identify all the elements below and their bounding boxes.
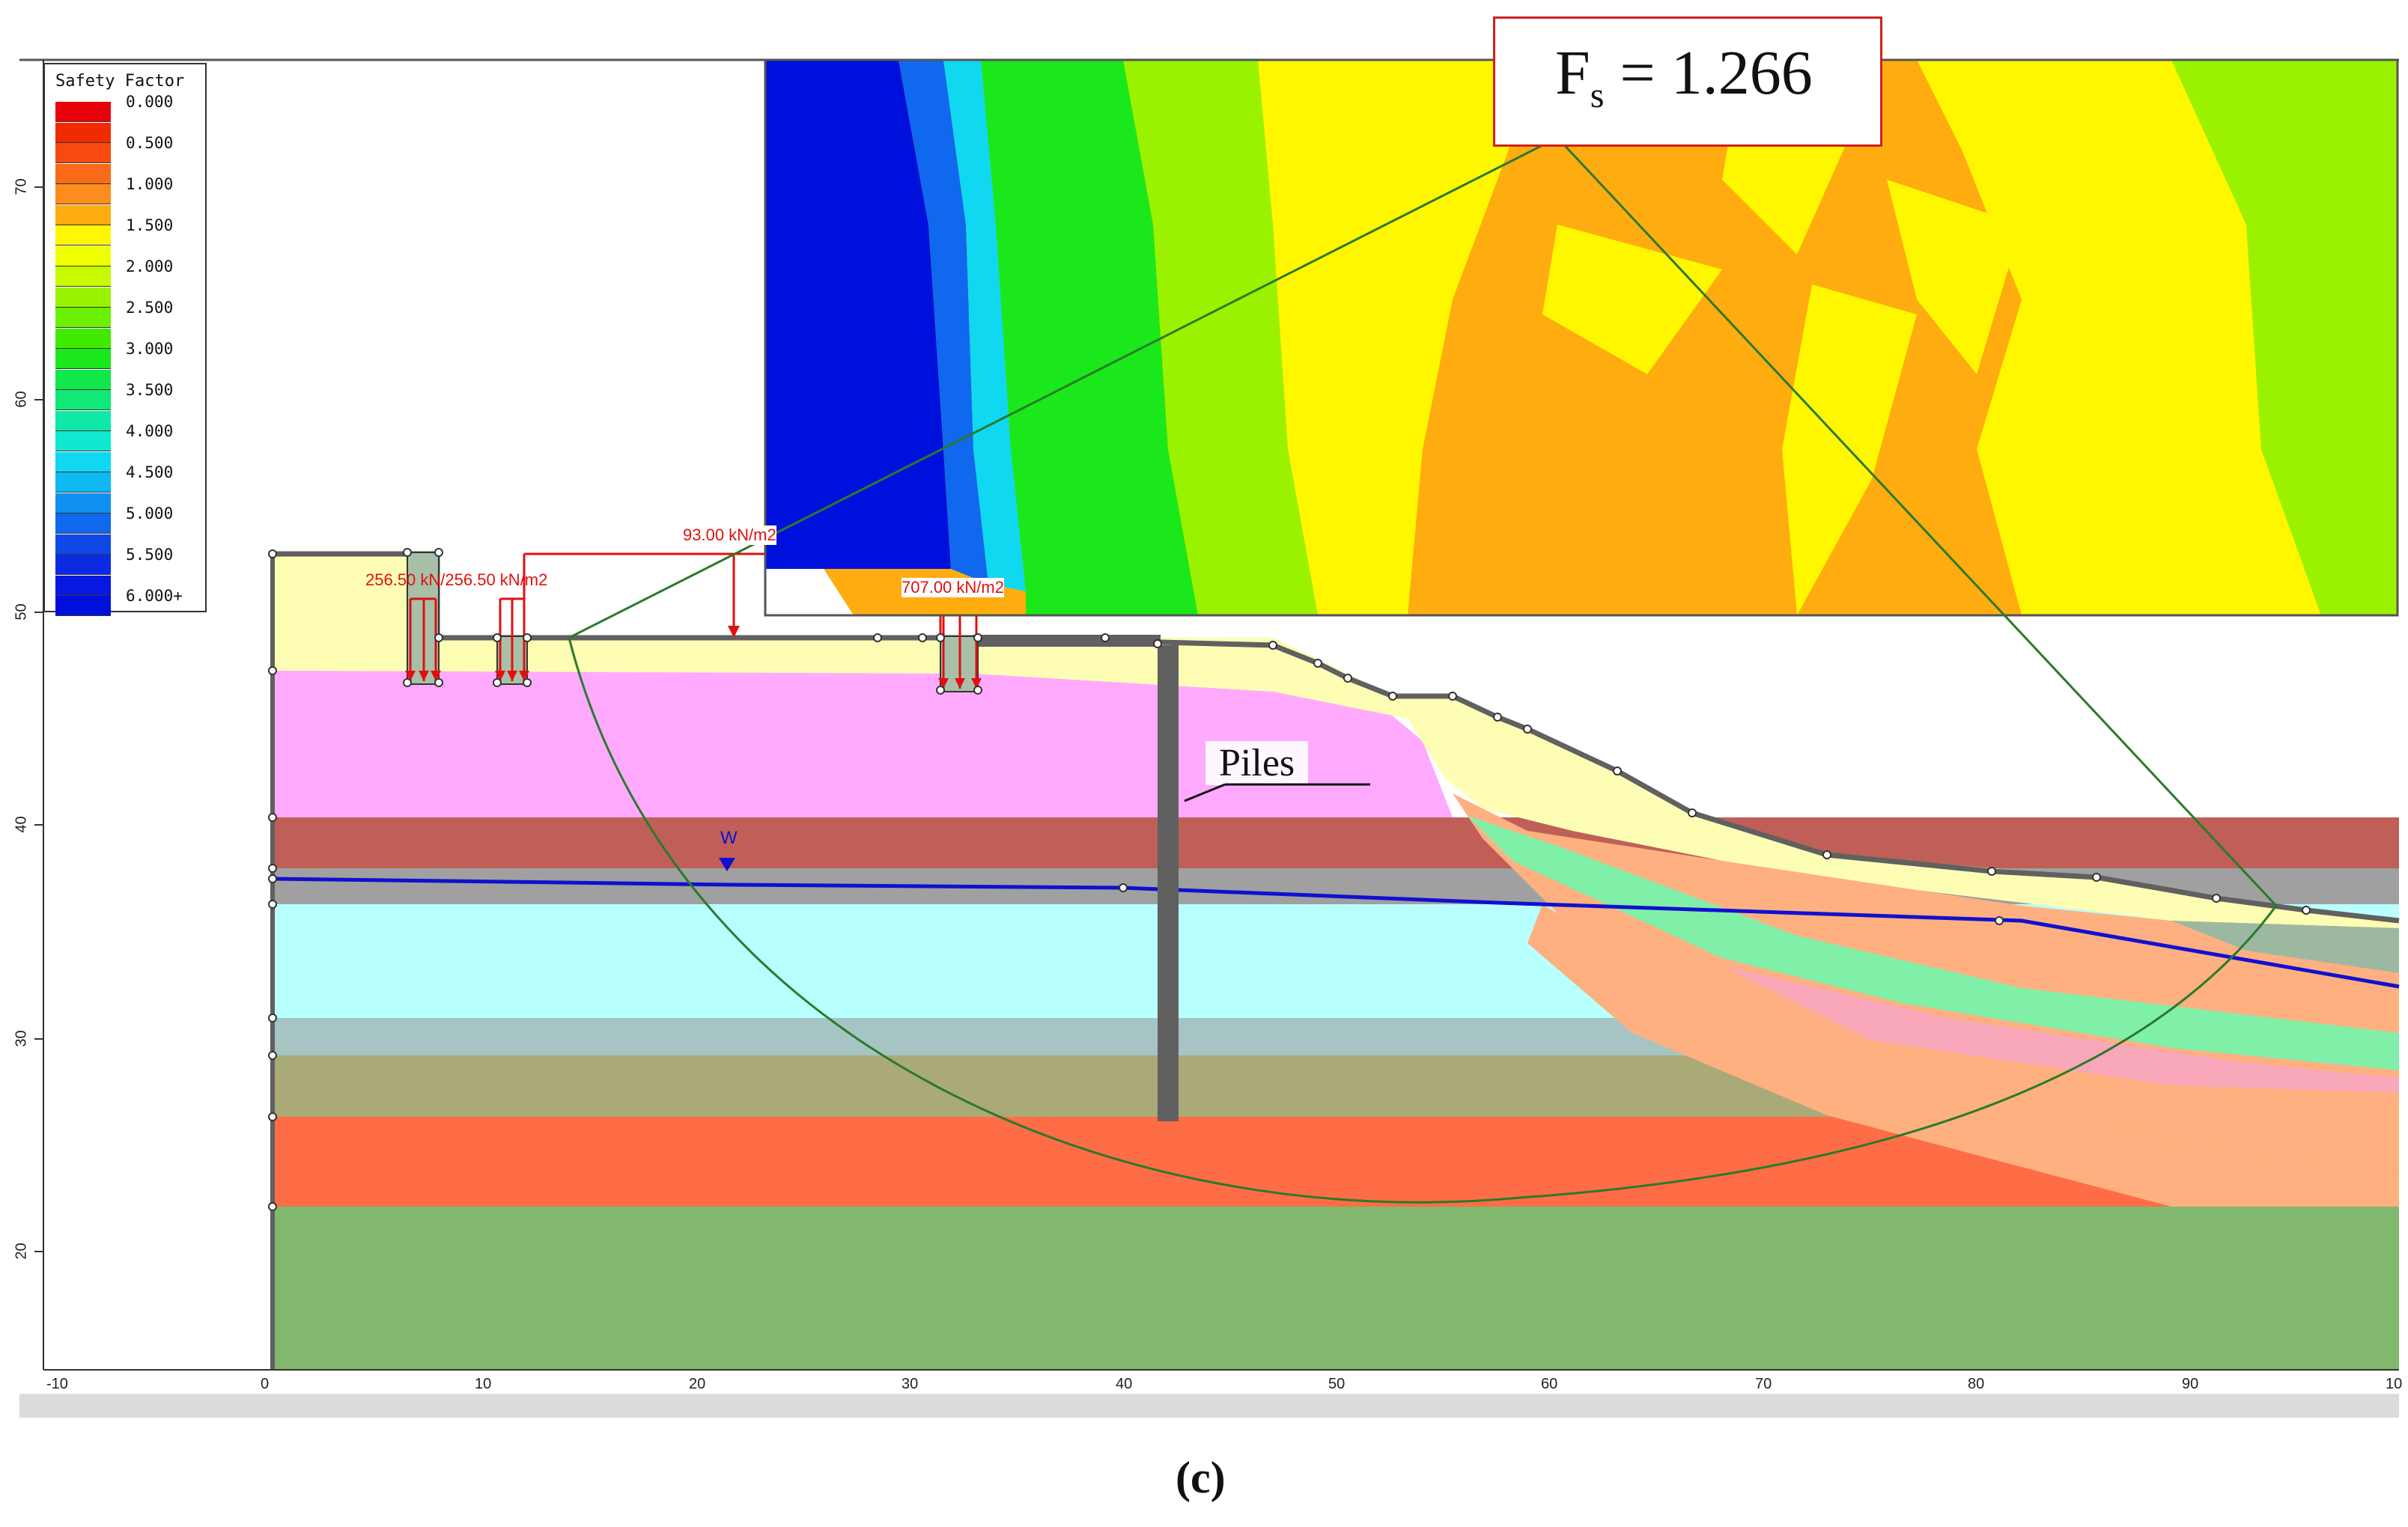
legend-label: 2.500 [126, 299, 174, 317]
legend-title: Safety Factor [55, 72, 185, 91]
layer-green [273, 1207, 2399, 1370]
slip-circle [568, 637, 2278, 1204]
legend-swatch [55, 349, 111, 369]
x-tick-label: 50 [1328, 1376, 1346, 1392]
legend-label: 5.500 [126, 546, 174, 564]
layer-cyan-fill-right [1527, 904, 2399, 1207]
pile [1158, 645, 1179, 1121]
legend-swatch [55, 472, 111, 493]
legend-swatch [55, 596, 111, 616]
fs-box: Fs = 1.266 [1493, 16, 1882, 147]
caption: (c) [1176, 1453, 1226, 1502]
water-table [272, 877, 2400, 989]
legend-swatch [55, 184, 111, 204]
legend-swatch [55, 431, 111, 451]
legend-label: 5.000 [126, 505, 174, 522]
legend-swatch [55, 122, 111, 143]
x-tick-label: 30 [902, 1376, 919, 1392]
legend-swatch [55, 308, 111, 328]
water-label: W [720, 828, 738, 848]
legend-swatch [55, 163, 111, 184]
legend-label: 4.500 [126, 463, 174, 481]
legend-swatch [55, 410, 111, 431]
y-tick-label: 60 [13, 391, 30, 408]
y-tick-label: 40 [13, 816, 30, 833]
x-tick-label: 10 [2386, 1376, 2403, 1392]
x-tick-label: 20 [689, 1376, 706, 1392]
x-tick-label: -10 [46, 1376, 68, 1392]
layer-pink-slope [1722, 966, 2399, 1093]
legend-label: 4.000 [126, 422, 174, 440]
strip-load-label: 93.00 kN/m2 [683, 525, 776, 545]
y-tick-label: 30 [13, 1030, 30, 1047]
water-triangle-icon [719, 858, 735, 871]
legend-swatch [55, 555, 111, 575]
legend-swatch [55, 534, 111, 555]
legend-swatch [55, 369, 111, 390]
piles-callout: Piles [1205, 741, 1309, 785]
soil-layers [273, 554, 2399, 1370]
pile-cap [973, 635, 1161, 647]
vertices [268, 548, 2311, 1211]
y-tick-label: 50 [13, 603, 30, 621]
slip-radius-left [568, 136, 1558, 639]
legend-swatch [55, 102, 111, 122]
legend-label: 2.000 [126, 257, 174, 275]
legend-label: 1.500 [126, 216, 174, 234]
y-axis [34, 60, 44, 1370]
legend-swatch [55, 225, 111, 246]
legend-swatch [55, 266, 111, 287]
legend-swatch [55, 451, 111, 472]
layer-mint-slope [1468, 816, 2399, 1070]
fs-value: Fs = 1.266 [1555, 38, 1813, 115]
legend-label: 3.500 [126, 381, 174, 399]
piles-label: Piles [1205, 741, 1309, 785]
legend-swatch [55, 513, 111, 534]
legend-swatch [55, 287, 111, 308]
layer-yellow-top [273, 554, 2399, 928]
legend-swatch [55, 328, 111, 349]
x-tick-label: 80 [1968, 1376, 1985, 1392]
y-tick-label: 20 [13, 1243, 30, 1260]
x-axis [19, 1369, 2399, 1418]
legend-label: 0.000 [126, 93, 174, 111]
legend-swatch [55, 204, 111, 225]
legend-label: 6.000+ [126, 587, 183, 605]
x-tick-label: 10 [475, 1376, 492, 1392]
legend-swatch [55, 390, 111, 410]
layer-brown [273, 817, 2399, 868]
legend-swatch [55, 246, 111, 266]
x-tick-label: 60 [1541, 1376, 1558, 1392]
x-tick-label: 90 [2182, 1376, 2199, 1392]
x-tick-label: 70 [1755, 1376, 1772, 1392]
water-marker: W [719, 828, 738, 871]
left-loads-label: 256.50 kN/256.50 kN/m2 [365, 570, 548, 589]
legend-swatch [55, 493, 111, 513]
legend-swatch [55, 575, 111, 596]
slip-radius-right [1556, 136, 2278, 907]
x-tick-label: 40 [1116, 1376, 1133, 1392]
legend-label: 0.500 [126, 134, 174, 152]
legend-swatch [55, 143, 111, 163]
legend-box: Safety Factor 0.000 0.500 1.000 1.500 2.000 2… [43, 63, 207, 616]
y-tick-label: 70 [13, 178, 30, 195]
legend-label: 3.000 [126, 340, 174, 358]
legend-label: 1.000 [126, 175, 174, 193]
layer-gray-right [2171, 921, 2399, 973]
right-load-label: 707.00 kN/m2 [902, 578, 1004, 597]
x-tick-label: 0 [261, 1376, 270, 1392]
